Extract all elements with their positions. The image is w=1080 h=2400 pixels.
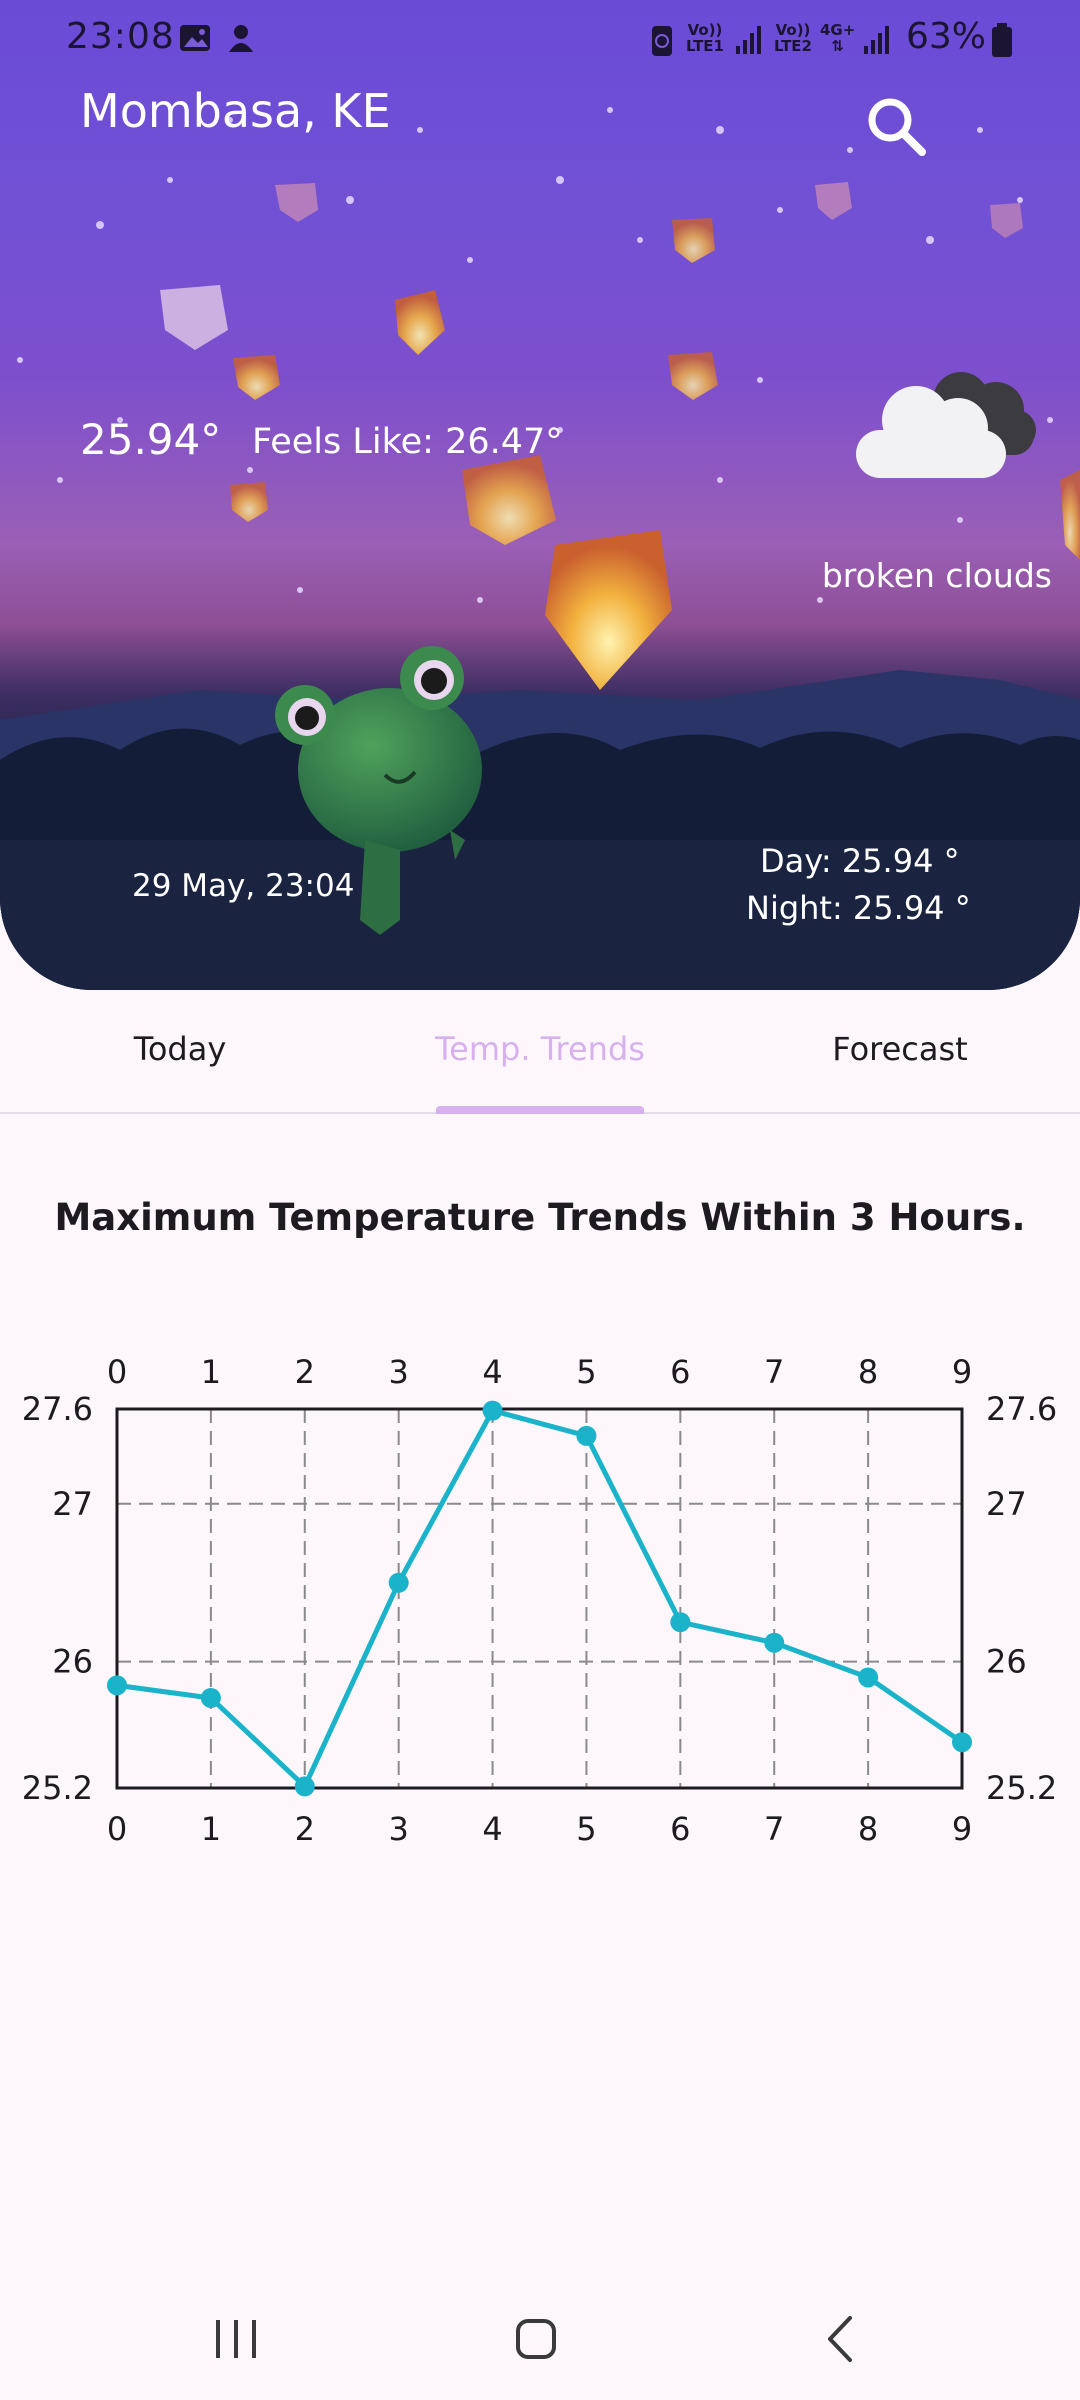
x-tick-label-bottom: 4 (482, 1810, 502, 1848)
y-tick-label-left: 25.2 (22, 1769, 93, 1807)
network-type-label: 4G+ (820, 21, 856, 39)
weather-condition: broken clouds (821, 556, 1052, 595)
current-temperature: 25.94° (80, 415, 222, 464)
home-button[interactable] (496, 2300, 576, 2380)
system-navigation-bar (0, 2280, 1080, 2400)
network-type: 4G+ ⇅ (820, 22, 855, 54)
night-scene-illustration (0, 107, 1080, 990)
y-tick-label-left: 26 (52, 1643, 93, 1681)
x-tick-label-top: 9 (952, 1353, 972, 1391)
sim1-network: Vo)) LTE1 (686, 22, 724, 54)
tab-today[interactable]: Today (133, 1030, 227, 1068)
battery-icon (990, 22, 1014, 62)
battery-saver-icon (648, 22, 676, 62)
x-tick-label-top: 8 (858, 1353, 878, 1391)
battery-percent: 63% (906, 16, 987, 57)
y-tick-label-right: 26 (986, 1643, 1027, 1681)
data-point (764, 1632, 785, 1653)
x-tick-label-top: 7 (764, 1353, 784, 1391)
x-tick-label-bottom: 9 (952, 1810, 972, 1848)
x-tick-label-bottom: 1 (201, 1810, 221, 1848)
data-point (858, 1667, 879, 1688)
x-tick-label-bottom: 3 (388, 1810, 408, 1848)
y-tick-label-right: 25.2 (986, 1769, 1057, 1807)
sim2-network: Vo)) LTE2 (774, 22, 812, 54)
data-arrows-icon: ⇅ (831, 37, 844, 55)
x-tick-label-top: 4 (482, 1353, 502, 1391)
data-point (200, 1687, 221, 1708)
data-point (576, 1425, 597, 1446)
last-updated-datetime: 29 May, 23:04 (132, 868, 355, 904)
night-temperature: Night: 25.94 ° (746, 889, 971, 927)
data-point (107, 1675, 127, 1696)
sim2-volte: Vo)) (775, 21, 811, 39)
lanterns (160, 182, 1080, 690)
y-tick-label-right: 27.6 (986, 1390, 1057, 1428)
weather-hero-card: 23:08 Vo)) LTE1 Vo)) LTE2 4G+ ⇅ 63% (0, 0, 1080, 990)
data-point (952, 1732, 972, 1753)
tab-forecast[interactable]: Forecast (832, 1030, 968, 1068)
x-tick-label-bottom: 2 (295, 1810, 315, 1848)
y-tick-label-left: 27 (52, 1485, 93, 1523)
y-tick-label-left: 27.6 (22, 1390, 93, 1428)
data-point (482, 1400, 503, 1421)
tab-bar: Today Temp. Trends Forecast (0, 990, 1080, 1114)
status-bar: 23:08 Vo)) LTE1 Vo)) LTE2 4G+ ⇅ 63% (0, 0, 1080, 80)
tab-temp-trends[interactable]: Temp. Trends (435, 1030, 645, 1068)
location-title: Mombasa, KE (80, 84, 391, 138)
series-line (116, 1408, 964, 1789)
x-tick-label-top: 5 (576, 1353, 596, 1391)
x-tick-label-bottom: 6 (670, 1810, 690, 1848)
y-tick-label-right: 27 (986, 1485, 1027, 1523)
search-icon (868, 98, 926, 156)
signal-icon (734, 22, 764, 60)
sim1-lte: LTE1 (686, 37, 724, 55)
active-tab-indicator (436, 1106, 644, 1114)
x-tick-label-bottom: 8 (858, 1810, 878, 1848)
x-tick-label-top: 6 (670, 1353, 690, 1391)
back-button[interactable] (800, 2300, 880, 2380)
chart-title: Maximum Temperature Trends Within 3 Hour… (54, 1196, 1026, 1239)
day-temperature: Day: 25.94 ° (760, 842, 960, 880)
plot-frame (115, 1407, 964, 1790)
sim1-volte: Vo)) (687, 21, 723, 39)
x-tick-label-top: 1 (201, 1353, 221, 1391)
x-tick-label-bottom: 0 (107, 1810, 127, 1848)
recent-apps-button[interactable] (196, 2300, 276, 2380)
temperature-line-chart: 0 0 1 1 2 2 3 3 4 4 5 5 6 6 7 7 8 8 9 9 25.2 25.2 26 26 27 27 27.6… (22, 1353, 1058, 1848)
search-button[interactable] (862, 92, 932, 162)
data-point (294, 1776, 315, 1797)
data-point (670, 1612, 691, 1633)
signal-icon (862, 22, 892, 60)
x-tick-label-bottom: 7 (764, 1810, 784, 1848)
frog-mascot (275, 646, 482, 935)
feels-like: Feels Like: 26.47° (252, 422, 563, 462)
sim2-lte: LTE2 (774, 37, 812, 55)
status-time: 23:08 (66, 16, 175, 57)
app-notification-icon (224, 22, 258, 60)
x-tick-label-top: 3 (388, 1353, 408, 1391)
gallery-icon (178, 22, 212, 58)
broken-clouds-icon (856, 372, 1036, 478)
data-point (388, 1572, 409, 1593)
x-tick-label-top: 0 (107, 1353, 127, 1391)
x-tick-label-bottom: 5 (576, 1810, 596, 1848)
x-tick-label-top: 2 (295, 1353, 315, 1391)
